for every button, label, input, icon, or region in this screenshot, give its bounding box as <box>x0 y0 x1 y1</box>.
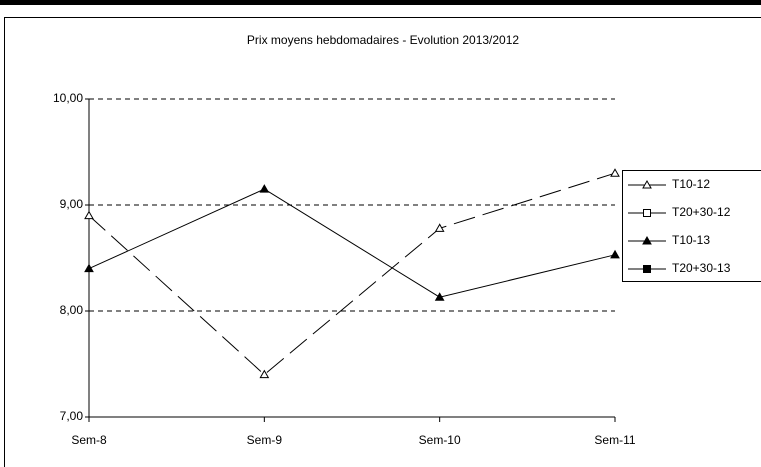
x-tick-label: Sem-8 <box>71 433 107 447</box>
x-tick-label: Sem-11 <box>594 433 635 447</box>
legend-marker <box>642 235 652 245</box>
y-tick-label: 10,00 <box>53 91 83 105</box>
data-point <box>434 223 445 232</box>
series-line <box>88 188 616 298</box>
data-point <box>84 210 94 220</box>
top-bar <box>0 0 761 5</box>
x-tick-label: Sem-10 <box>419 433 461 447</box>
legend-label: T20+30-13 <box>672 261 731 275</box>
series-line <box>88 172 616 376</box>
legend-marker <box>642 179 652 189</box>
legend-label: T10-13 <box>672 233 710 247</box>
data-point <box>259 369 270 379</box>
legend-box <box>622 170 761 282</box>
legend-label: T10-12 <box>672 177 710 191</box>
y-tick-label: 7,00 <box>60 409 84 423</box>
data-point <box>259 184 270 193</box>
chart-frame <box>4 17 761 467</box>
data-point <box>610 168 620 177</box>
data-point <box>434 292 445 301</box>
y-tick-label: 8,00 <box>60 303 84 317</box>
legend-label: T20+30-12 <box>672 205 731 219</box>
legend-marker <box>643 265 651 273</box>
chart-title: Prix moyens hebdomadaires - Evolution 20… <box>247 33 519 47</box>
data-point <box>610 249 620 259</box>
legend-marker <box>643 209 651 217</box>
y-tick-label: 9,00 <box>60 197 84 211</box>
x-tick-label: Sem-9 <box>247 433 283 447</box>
data-point <box>84 263 94 273</box>
